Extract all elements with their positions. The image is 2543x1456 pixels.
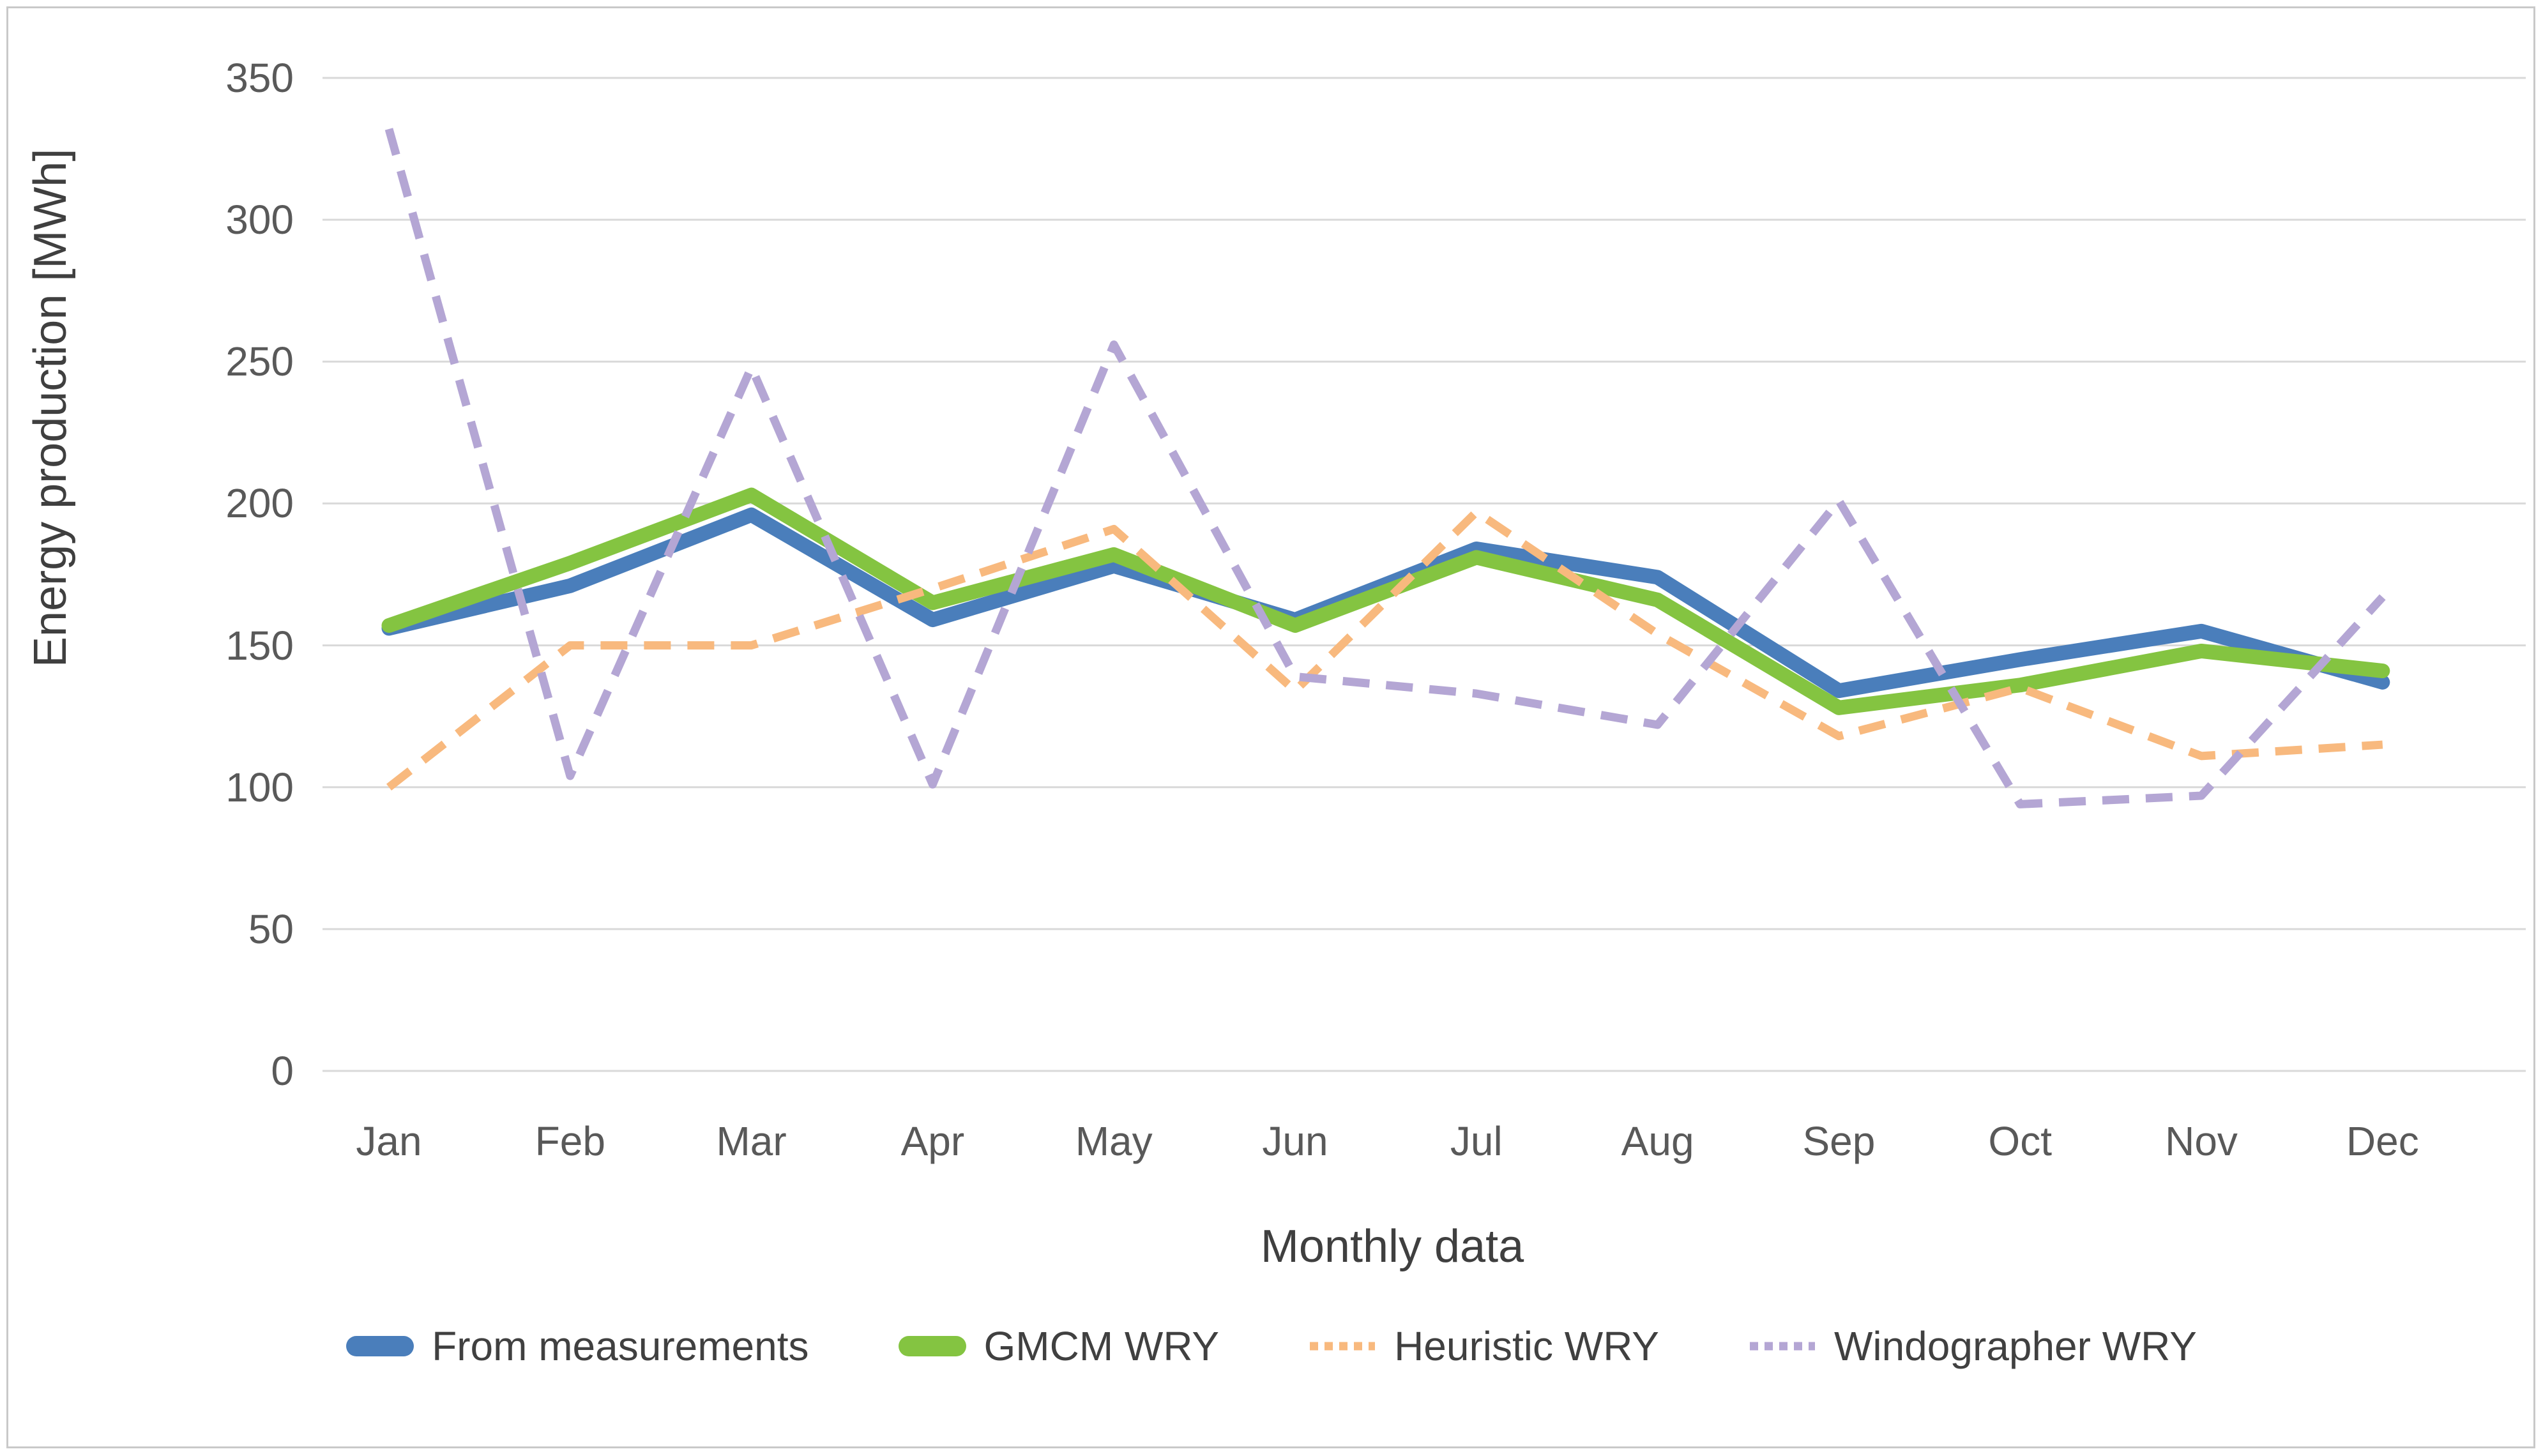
plot-area <box>323 77 2526 1072</box>
legend-item-heuristic-wry: Heuristic WRY <box>1309 1323 1659 1370</box>
x-tick-label-jun: Jun <box>1262 1118 1328 1164</box>
y-tick-label-0: 0 <box>271 1048 294 1094</box>
x-tick-label-oct: Oct <box>1988 1118 2052 1164</box>
legend-item-windographer-wry: Windographer WRY <box>1749 1323 2197 1370</box>
x-axis-title: Monthly data <box>1260 1221 1524 1272</box>
x-tick-label-may: May <box>1075 1118 1153 1164</box>
solid-line-swatch-icon <box>898 1336 966 1356</box>
y-tick-label-150: 150 <box>225 622 294 669</box>
y-tick-label-300: 300 <box>225 197 294 243</box>
x-tick-label-jul: Jul <box>1450 1118 1503 1164</box>
y-tick-label-50: 50 <box>248 906 294 952</box>
x-tick-label-sep: Sep <box>1802 1118 1876 1164</box>
y-tick-label-100: 100 <box>225 764 294 810</box>
x-tick-label-mar: Mar <box>716 1118 787 1164</box>
dashed-line-swatch-icon <box>1749 1342 1815 1351</box>
x-tick-label-apr: Apr <box>900 1118 965 1164</box>
y-axis-title: Energy production [MWh] <box>25 148 76 667</box>
y-tick-label-350: 350 <box>225 55 294 101</box>
legend-item-from-measurements: From measurements <box>346 1323 809 1370</box>
legend-item-gmcm-wry: GMCM WRY <box>898 1323 1220 1370</box>
legend-label: Windographer WRY <box>1833 1323 2197 1369</box>
x-tick-label-aug: Aug <box>1621 1118 1694 1164</box>
legend-label: GMCM WRY <box>983 1323 1220 1369</box>
legend: From measurements GMCM WRY Heuristic WRY Wi… <box>0 1308 2543 1384</box>
x-tick-label-jan: Jan <box>356 1118 422 1164</box>
series-line-from-measurements <box>381 507 2390 699</box>
series-line-windographer-wry <box>384 128 2386 808</box>
legend-label: From measurements <box>432 1323 809 1369</box>
legend-label: Heuristic WRY <box>1394 1323 1659 1369</box>
solid-line-swatch-icon <box>346 1336 414 1356</box>
x-tick-label-nov: Nov <box>2165 1118 2238 1164</box>
series-line-heuristic-wry <box>386 508 2383 791</box>
series-line-gmcm-wry <box>381 487 2390 715</box>
y-tick-label-250: 250 <box>225 338 294 385</box>
dashed-line-swatch-icon <box>1310 1342 1376 1351</box>
x-tick-label-feb: Feb <box>535 1118 605 1164</box>
x-tick-label-dec: Dec <box>2346 1118 2419 1164</box>
y-tick-label-200: 200 <box>225 480 294 527</box>
